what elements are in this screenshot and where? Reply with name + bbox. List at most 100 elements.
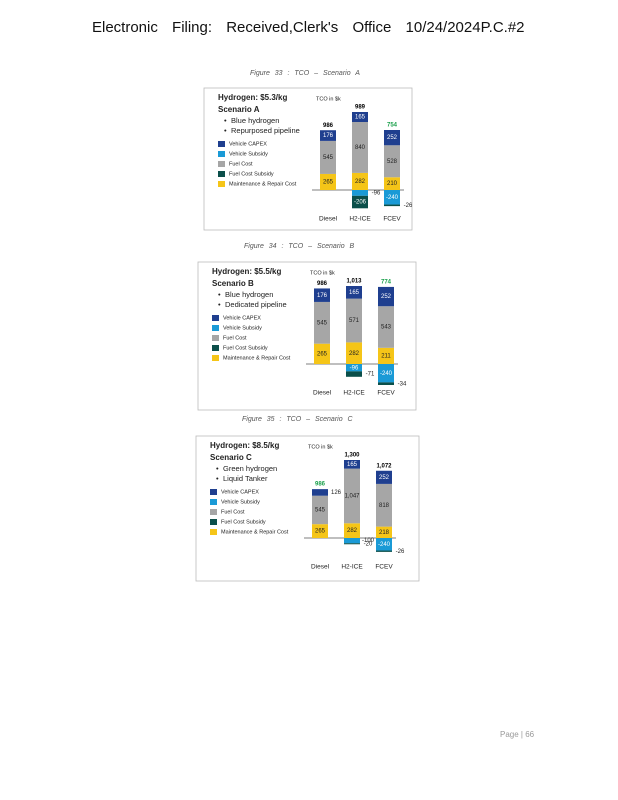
segment-label: 545 bbox=[315, 508, 326, 514]
bar-segment bbox=[320, 140, 336, 174]
bar-segment bbox=[352, 172, 368, 190]
segment-label: 165 bbox=[347, 462, 358, 468]
segment-label: 210 bbox=[387, 181, 398, 187]
segment-label: -20 bbox=[364, 541, 373, 547]
category-label: FCEV bbox=[377, 390, 395, 397]
legend-swatch bbox=[218, 151, 225, 157]
segment-label: 265 bbox=[323, 180, 334, 186]
legend-label: Maintenance & Repair Cost bbox=[229, 181, 297, 187]
category-label: Diesel bbox=[311, 564, 330, 571]
segment-label: 265 bbox=[317, 351, 328, 357]
unit-label: TCO in $k bbox=[310, 270, 335, 276]
category-label: FCEV bbox=[383, 216, 401, 223]
segment-label: 176 bbox=[317, 293, 328, 299]
bullet: Blue hydrogen bbox=[231, 116, 279, 125]
legend-label: Vehicle Subsidy bbox=[223, 325, 262, 331]
legend-label: Fuel Cost bbox=[223, 335, 247, 341]
chart-subtitle: Scenario B bbox=[212, 279, 254, 288]
segment-label: -34 bbox=[398, 381, 407, 387]
bar-segment bbox=[378, 286, 394, 307]
legend-label: Fuel Cost Subsidy bbox=[229, 171, 274, 177]
unit-label: TCO in $k bbox=[308, 444, 333, 450]
legend-label: Vehicle Subsidy bbox=[221, 499, 260, 505]
chart-subtitle: Scenario A bbox=[218, 105, 260, 114]
chart-frame bbox=[203, 87, 413, 231]
figure-caption: Figure 34 : TCO – Scenario B bbox=[244, 243, 355, 250]
bar-segment bbox=[384, 130, 400, 146]
bar-segment bbox=[378, 382, 394, 385]
segment-label: 1,047 bbox=[344, 494, 360, 500]
chart-title: Hydrogen: $8.5/kg bbox=[210, 441, 279, 450]
segment-label: 528 bbox=[387, 159, 398, 165]
legend-swatch bbox=[218, 171, 225, 177]
legend-label: Vehicle CAPEX bbox=[223, 315, 261, 321]
category-label: H2-ICE bbox=[341, 564, 363, 571]
bar-segment bbox=[376, 550, 392, 552]
bar-segment bbox=[376, 483, 392, 527]
category-label: H2-ICE bbox=[343, 390, 365, 397]
segment-label: 571 bbox=[349, 318, 360, 324]
bar-segment bbox=[378, 364, 394, 383]
legend-label: Fuel Cost Subsidy bbox=[221, 519, 266, 525]
segment-label: 218 bbox=[379, 530, 390, 536]
segment-label: -240 bbox=[378, 542, 391, 548]
bar-segment bbox=[344, 538, 360, 544]
total-label: 1,300 bbox=[344, 453, 360, 459]
chart-title: Hydrogen: $5.3/kg bbox=[218, 93, 287, 102]
legend-swatch bbox=[212, 355, 219, 361]
legend-swatch bbox=[210, 489, 217, 495]
legend-label: Fuel Cost Subsidy bbox=[223, 345, 268, 351]
bullet-dot: • bbox=[218, 300, 221, 309]
segment-label: -100 bbox=[362, 538, 375, 544]
bullet: Green hydrogen bbox=[223, 464, 277, 473]
filing-header: Electronic Filing: Received,Clerk's Offi… bbox=[92, 19, 525, 36]
bar-segment bbox=[346, 371, 362, 377]
legend-label: Maintenance & Repair Cost bbox=[221, 529, 289, 535]
bar-segment bbox=[352, 190, 368, 196]
bar-segment bbox=[346, 364, 362, 372]
category-label: FCEV bbox=[375, 564, 393, 571]
legend-label: Vehicle Subsidy bbox=[229, 151, 268, 157]
segment-label: 545 bbox=[323, 155, 334, 161]
bar-segment bbox=[312, 489, 328, 496]
legend-swatch bbox=[212, 315, 219, 321]
segment-label: 252 bbox=[387, 135, 398, 141]
bar-segment bbox=[346, 286, 362, 299]
legend-swatch bbox=[210, 519, 217, 525]
segment-label: -240 bbox=[386, 195, 399, 201]
total-label: 774 bbox=[381, 279, 392, 285]
segment-label: 840 bbox=[355, 145, 366, 151]
bar-segment bbox=[352, 112, 368, 122]
legend-swatch bbox=[218, 141, 225, 147]
bar-segment bbox=[384, 177, 400, 190]
category-label: Diesel bbox=[319, 216, 338, 223]
bar-segment bbox=[384, 190, 400, 205]
bar-segment bbox=[314, 301, 330, 344]
legend-label: Fuel Cost bbox=[221, 509, 245, 515]
segment-label: 543 bbox=[381, 325, 392, 331]
segment-label: 252 bbox=[379, 475, 390, 481]
bar-segment bbox=[352, 122, 368, 173]
bar-segment bbox=[378, 306, 394, 348]
bar-segment bbox=[376, 470, 392, 484]
bullet-dot: • bbox=[224, 126, 227, 135]
total-label: 986 bbox=[317, 281, 328, 287]
bullet-dot: • bbox=[216, 474, 219, 483]
total-label: 989 bbox=[355, 105, 366, 111]
bar-segment bbox=[314, 288, 330, 302]
bar-segment bbox=[344, 523, 360, 538]
legend-label: Fuel Cost bbox=[229, 161, 253, 167]
bar-segment bbox=[344, 468, 360, 524]
total-label: 754 bbox=[387, 123, 398, 129]
legend-label: Vehicle CAPEX bbox=[229, 141, 267, 147]
legend-swatch bbox=[218, 161, 225, 167]
legend-label: Maintenance & Repair Cost bbox=[223, 355, 291, 361]
bar-segment bbox=[312, 495, 328, 525]
bar-segment bbox=[344, 460, 360, 469]
bar-segment bbox=[312, 524, 328, 538]
bar-segment bbox=[320, 173, 336, 190]
legend-swatch bbox=[210, 499, 217, 505]
segment-label: 211 bbox=[381, 353, 391, 359]
bar-segment bbox=[384, 145, 400, 178]
